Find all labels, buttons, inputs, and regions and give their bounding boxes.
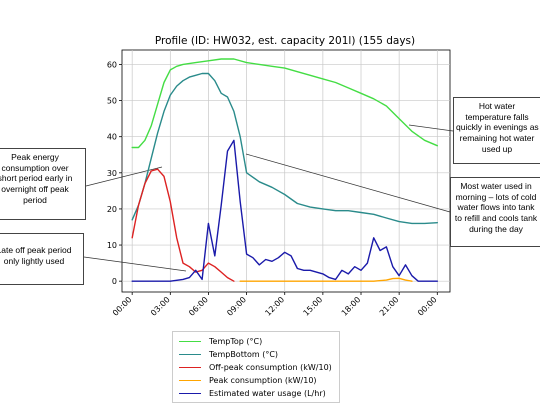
- y-tick-label: 40: [107, 133, 117, 142]
- x-tick-label: 21:00: [378, 295, 401, 318]
- callout-line: only lightly used: [3, 255, 65, 266]
- series-line-tempbottom-c: [131, 72, 438, 225]
- legend-label: TempTop (°C): [209, 337, 263, 346]
- grid: [122, 50, 450, 292]
- callout-line: temperature falls: [465, 111, 529, 122]
- x-tick-label: 00:00: [416, 295, 439, 318]
- legend-item-peak: Peak consumption (kW/10): [179, 374, 333, 387]
- series-line-peak-consumption-kw-10: [239, 277, 413, 282]
- series-group: [131, 58, 438, 282]
- legend-item-water-usage: Estimated water usage (L/hr): [179, 387, 333, 400]
- legend-swatch: [179, 341, 201, 342]
- legend-label: TempBottom (°C): [209, 350, 279, 359]
- leader-most-water: [245, 153, 451, 213]
- series-line-temptop-c: [131, 58, 438, 149]
- leader-late-offpeak: [83, 256, 187, 272]
- chart-title: Profile (ID: HW032, est. capacity 201l) …: [155, 35, 415, 47]
- callout-line: to refill and cools tank: [454, 212, 538, 223]
- x-tick-label: 06:00: [187, 295, 210, 318]
- x-tick-label: 18:00: [340, 295, 363, 318]
- callout-line: overnight off peak: [1, 183, 69, 194]
- callout-line: Late off peak period: [0, 245, 72, 255]
- callout-late-offpeak: Late off peak period only lightly used: [0, 233, 84, 285]
- y-tick-label: 10: [107, 241, 117, 250]
- x-tick-label: 15:00: [302, 295, 325, 318]
- legend-item-temp-top: TempTop (°C): [179, 335, 333, 348]
- callout-line: Peak energy: [11, 152, 59, 162]
- callout-hot-water-falls: Hot water temperature falls quickly in e…: [453, 97, 540, 164]
- legend-swatch: [179, 393, 201, 394]
- callout-line: used up: [481, 143, 513, 154]
- x-tick-label: 09:00: [225, 295, 248, 318]
- plot-area: [121, 49, 451, 293]
- legend-swatch: [179, 367, 201, 368]
- legend-label: Estimated water usage (L/hr): [209, 389, 326, 398]
- y-tick-label: 30: [107, 169, 117, 178]
- leader-hot-water: [408, 124, 454, 132]
- callout-line: morning – lots of cold: [455, 191, 537, 202]
- leader-peak-energy: [85, 166, 163, 187]
- callout-line: period: [23, 194, 47, 205]
- callout-line: Hot water: [478, 101, 516, 111]
- callout-most-water-used: Most water used in morning – lots of col…: [450, 177, 540, 247]
- callout-line: during the day: [469, 223, 523, 234]
- y-tick-label: 20: [107, 205, 117, 214]
- x-tick-label: 03:00: [149, 295, 172, 318]
- callout-line: remaining hot water: [459, 132, 535, 143]
- callout-leaders: [83, 124, 454, 272]
- legend-swatch: [179, 354, 201, 355]
- legend-swatch: [179, 380, 201, 381]
- y-tick-label: 60: [107, 60, 117, 69]
- callout-line: short period early in: [0, 173, 73, 184]
- y-tick-label: 0: [112, 277, 117, 286]
- series-line-estimated-water-usage-l-hr: [131, 139, 438, 282]
- callout-line: Most water used in: [460, 181, 532, 191]
- x-tick-label: 00:00: [111, 295, 134, 318]
- callout-line: consumption over: [1, 162, 69, 173]
- callout-peak-energy: Peak energy consumption over short perio…: [0, 148, 86, 220]
- legend-item-off-peak: Off-peak consumption (kW/10): [179, 361, 333, 374]
- series-line-off-peak-consumption-kw-10: [131, 168, 235, 282]
- callout-line: quickly in evenings as: [456, 122, 539, 133]
- callout-line: water flows into tank: [457, 202, 535, 213]
- legend-label: Off-peak consumption (kW/10): [209, 363, 332, 372]
- legend-item-temp-bottom: TempBottom (°C): [179, 348, 333, 361]
- legend-label: Peak consumption (kW/10): [209, 376, 317, 385]
- x-tick-label: 12:00: [263, 295, 286, 318]
- y-tick-label: 50: [107, 97, 117, 106]
- legend: TempTop (°C) TempBottom (°C) Off-peak co…: [172, 331, 340, 403]
